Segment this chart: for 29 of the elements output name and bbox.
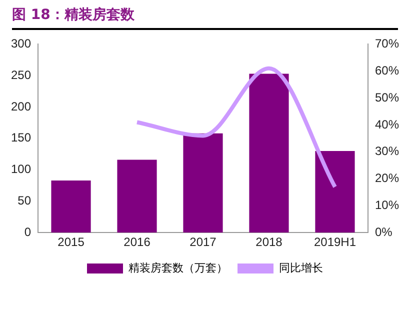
x-tick-label: 2018 [256,235,283,250]
y2-tick-label: 70% [374,36,400,51]
bar [117,160,157,233]
y2-tick-label: 60% [374,63,400,78]
line-series [135,66,337,189]
chart-title: 图 18：精装房套数 [12,6,134,24]
y2-tick-label: 30% [374,144,400,158]
y2-tick-label: 20% [374,171,400,186]
y-tick-label: 100 [10,162,32,176]
bar [315,150,355,233]
bar [51,180,91,233]
x-tick-label: 2015 [58,235,85,250]
bar [249,74,289,233]
y2-tick-label: 50% [374,90,400,104]
y2-tick-label: 10% [374,198,400,212]
x-tick-label: 2017 [190,235,217,250]
y-tick-label: 200 [10,99,32,114]
bar [183,133,223,233]
y-tick-label: 150 [10,130,32,145]
y-tick-label: 0 [24,224,32,239]
y2-tick-label: 0% [374,224,393,239]
legend-label: 精装房套数（万套） [128,261,228,274]
x-tick-label: 2016 [124,235,151,250]
y2-tick-label: 40% [374,117,400,132]
x-tick-label: 2019H1 [314,235,356,250]
legend-label: 同比增长 [279,261,323,274]
y-tick-label: 50 [18,194,32,208]
y-tick-label: 250 [10,68,32,82]
y-tick-label: 300 [10,36,32,51]
